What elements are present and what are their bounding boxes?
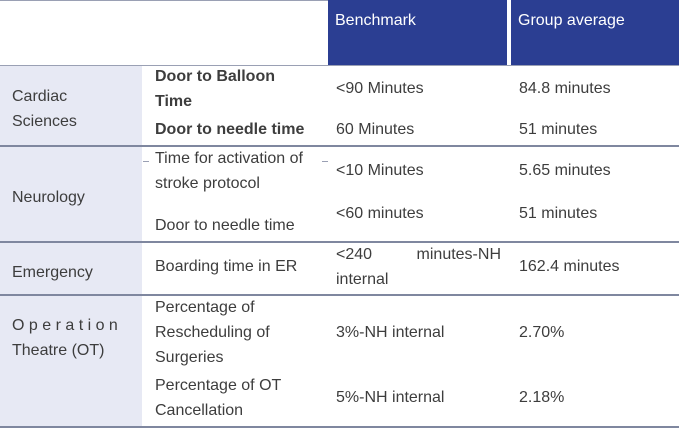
average-value: 2.18% <box>519 389 565 406</box>
average-value: 51 minutes <box>519 205 598 222</box>
category-cell-cardiac <box>0 66 142 146</box>
average-value: 2.70% <box>519 324 565 341</box>
average-value: 162.4 minutes <box>519 258 620 275</box>
benchmark-value: <60 minutes <box>336 205 424 222</box>
benchmark-value: 5%-NH internal <box>336 389 445 406</box>
divider-cardiac-neurology <box>0 145 679 147</box>
benchmark-value: <240 minutes-NH internal <box>336 246 501 288</box>
divider-bottom <box>0 426 679 428</box>
metric-label: Door to Balloon Time <box>155 68 275 110</box>
category-label: O p e r a t i o n Theatre (OT) <box>12 317 118 359</box>
benchmark-value: 60 Minutes <box>336 121 415 138</box>
divider-neurology-emergency <box>0 241 679 243</box>
category-label: Neurology <box>12 189 85 206</box>
metric-label: Door to needle time <box>155 217 295 234</box>
benchmark-value: <10 Minutes <box>336 162 424 179</box>
benchmark-value: 3%-NH internal <box>336 324 445 341</box>
metric-label: Door to needle time <box>155 121 305 138</box>
row-marker <box>322 161 328 162</box>
average-value: 5.65 minutes <box>519 162 611 179</box>
table-top-border <box>0 0 328 1</box>
header-empty-cell <box>0 0 328 66</box>
category-label: Emergency <box>12 264 93 281</box>
category-cell-neurology <box>0 147 142 242</box>
header-group-average: Group average <box>511 0 679 66</box>
category-label: Cardiac Sciences <box>12 88 77 130</box>
category-cell-emergency <box>0 243 142 294</box>
metric-label: Percentage of Rescheduling of Surgeries <box>155 299 270 366</box>
average-value: 84.8 minutes <box>519 80 611 97</box>
metric-label: Boarding time in ER <box>155 258 298 275</box>
metric-label: Percentage of OT Cancellation <box>155 377 282 419</box>
divider-header <box>0 65 679 66</box>
category-cell-ot <box>0 296 142 428</box>
benchmark-value: <90 Minutes <box>336 80 424 97</box>
metric-label: Time for activation of stroke protocol <box>155 150 303 192</box>
row-marker <box>143 161 149 162</box>
average-value: 51 minutes <box>519 121 598 138</box>
divider-emergency-ot <box>0 294 679 296</box>
header-benchmark: Benchmark <box>328 0 507 66</box>
